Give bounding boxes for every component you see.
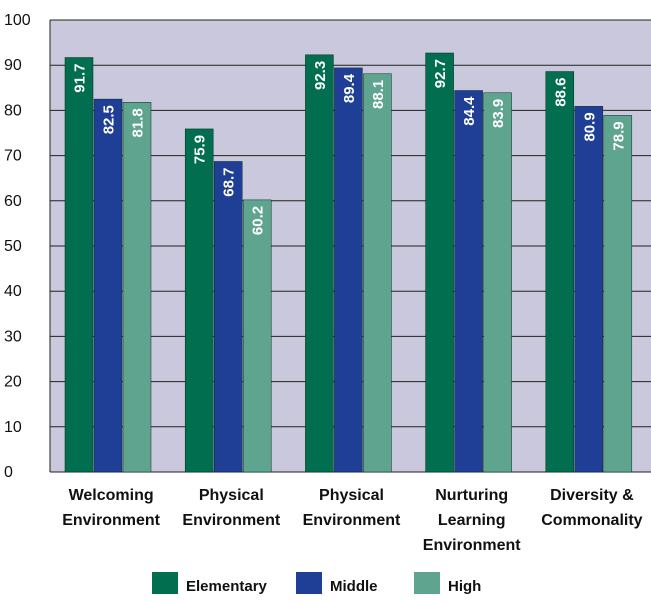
bar-value-label: 75.9 bbox=[192, 135, 209, 164]
bar-value-label: 83.9 bbox=[490, 99, 507, 128]
legend-label: Middle bbox=[330, 578, 378, 595]
y-tick-label: 80 bbox=[4, 102, 22, 119]
bar bbox=[574, 106, 604, 473]
x-category-label: Environment bbox=[182, 512, 280, 529]
bar bbox=[454, 90, 483, 473]
y-tick-label: 70 bbox=[4, 148, 22, 165]
bar-value-label: 60.2 bbox=[250, 206, 267, 235]
y-tick-label: 0 bbox=[4, 464, 13, 481]
x-category-label: Commonality bbox=[541, 512, 642, 529]
x-category-label: Physical bbox=[199, 487, 264, 504]
y-axis-ticks: 0 10 20 30 40 50 60 70 80 90 100 bbox=[4, 12, 31, 481]
bar-value-label: 91.7 bbox=[72, 64, 89, 93]
bar-value-label: 89.4 bbox=[341, 73, 358, 103]
legend-label: Elementary bbox=[186, 578, 268, 595]
x-category-label: Environment bbox=[303, 512, 401, 529]
legend-swatch bbox=[414, 572, 440, 594]
x-category-label: Diversity & bbox=[550, 487, 634, 504]
y-tick-label: 10 bbox=[4, 419, 22, 436]
x-category-label: Environment bbox=[62, 512, 160, 529]
bar bbox=[545, 71, 575, 473]
bar-value-label: 80.9 bbox=[581, 112, 598, 141]
bar bbox=[93, 98, 123, 473]
legend-label: High bbox=[448, 578, 481, 595]
y-tick-label: 20 bbox=[4, 374, 22, 391]
bars: 91.7 82.5 81.8 75.9 68.7 60.2 92.3 89.4 88.1 92.7… bbox=[64, 52, 633, 473]
bar bbox=[603, 115, 633, 473]
bar bbox=[305, 54, 334, 473]
bar bbox=[184, 128, 214, 473]
bar bbox=[334, 67, 363, 473]
x-category-label: Environment bbox=[423, 537, 521, 554]
bar bbox=[363, 73, 392, 473]
bar bbox=[64, 57, 94, 473]
bar bbox=[122, 102, 152, 473]
bar bbox=[242, 199, 272, 473]
x-category-label: Physical bbox=[319, 487, 384, 504]
y-tick-label: 60 bbox=[4, 193, 22, 210]
bar-value-label: 82.5 bbox=[101, 105, 118, 134]
x-axis-categories: Welcoming Environment Physical Environment P… bbox=[62, 487, 642, 554]
bar bbox=[213, 161, 243, 473]
y-tick-label: 90 bbox=[4, 57, 22, 74]
legend-swatch bbox=[152, 572, 178, 594]
y-tick-label: 100 bbox=[4, 12, 31, 29]
bar-value-label: 81.8 bbox=[130, 108, 147, 137]
bar bbox=[425, 52, 454, 473]
bar-value-label: 78.9 bbox=[610, 121, 627, 150]
bar-value-label: 84.4 bbox=[461, 96, 478, 126]
legend-swatch bbox=[296, 572, 322, 594]
x-category-label: Learning bbox=[438, 512, 506, 529]
y-tick-label: 30 bbox=[4, 328, 22, 345]
y-tick-label: 40 bbox=[4, 283, 22, 300]
bar-value-label: 68.7 bbox=[221, 167, 238, 196]
y-tick-label: 50 bbox=[4, 238, 22, 255]
bar bbox=[483, 92, 512, 473]
x-category-label: Welcoming bbox=[69, 487, 154, 504]
bar-value-label: 88.1 bbox=[370, 80, 387, 109]
bar-value-label: 92.7 bbox=[432, 59, 449, 88]
bar-value-label: 92.3 bbox=[312, 61, 329, 90]
legend: Elementary Middle High bbox=[152, 572, 481, 595]
x-category-label: Nurturing bbox=[435, 487, 508, 504]
bar-value-label: 88.6 bbox=[552, 78, 569, 107]
